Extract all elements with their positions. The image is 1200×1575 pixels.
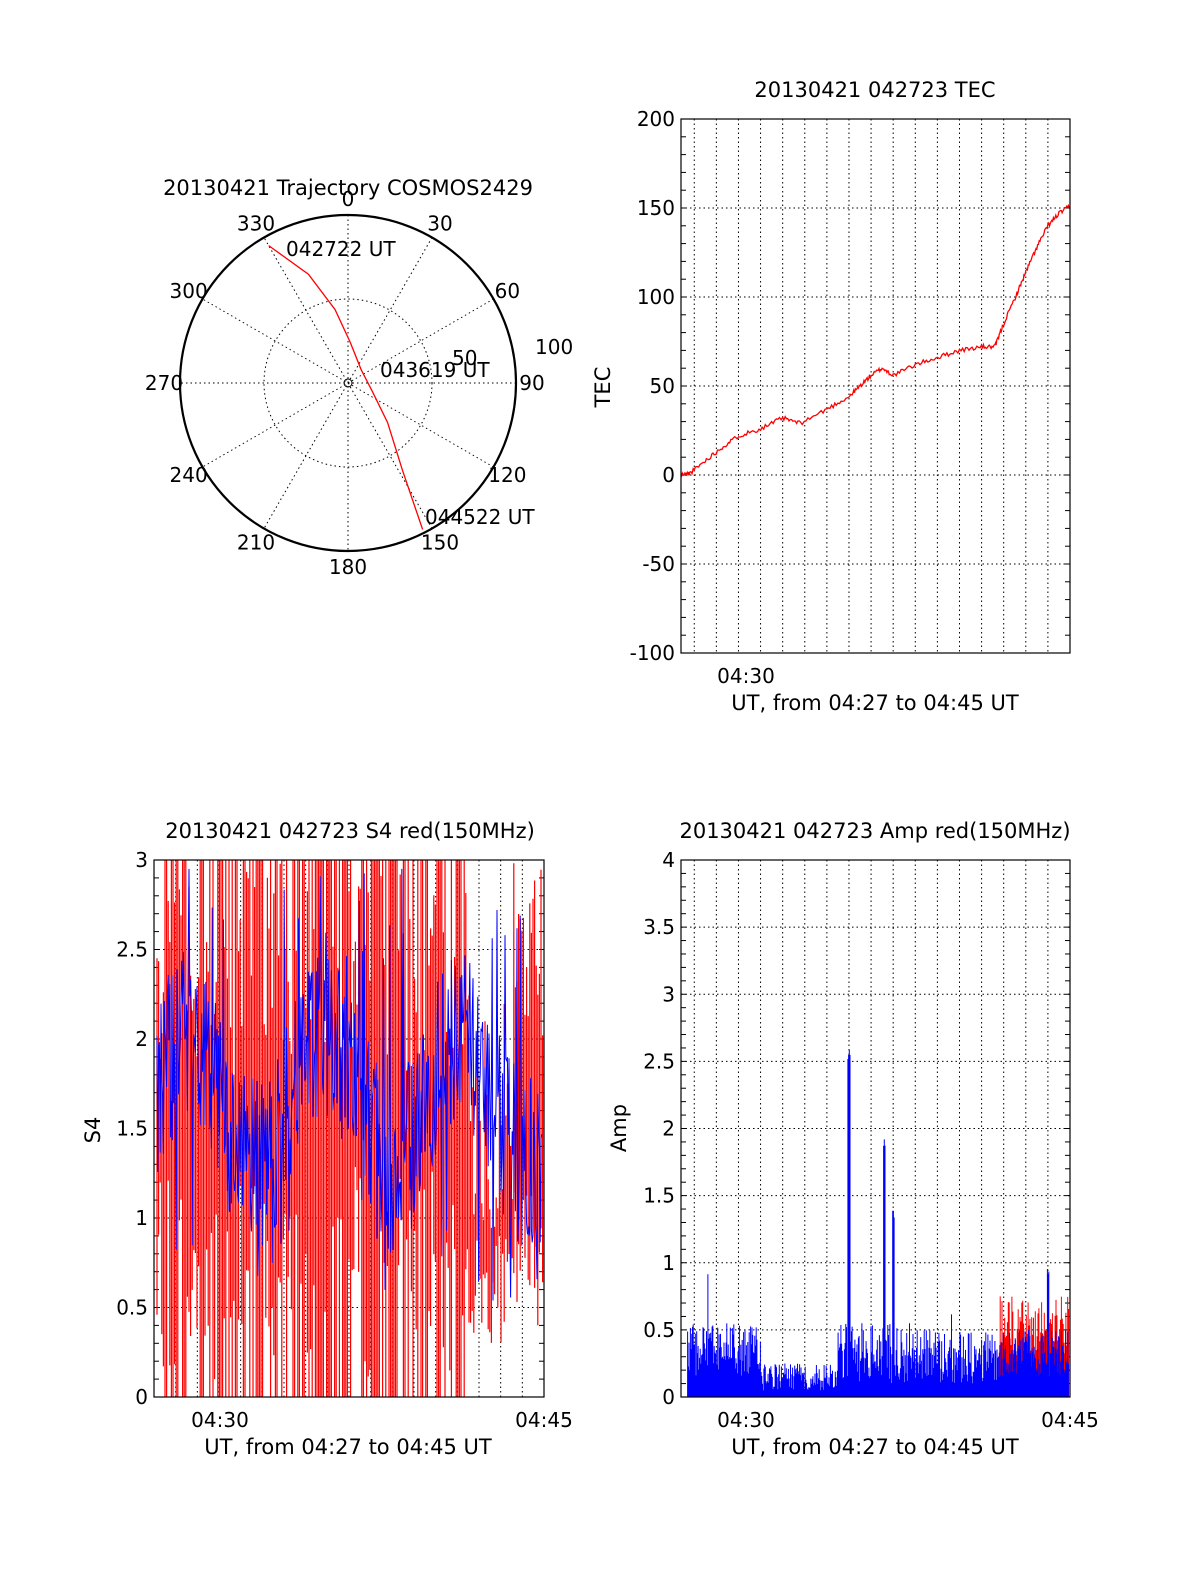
y-tick-label: 0	[662, 1385, 675, 1409]
polar-azimuth-label: 240	[170, 463, 208, 487]
y-tick-label: 0.5	[643, 1318, 675, 1342]
tec-title: 20130421 042723 TEC	[754, 78, 995, 102]
amp-x-tick-0445: 04:45	[1041, 1408, 1099, 1432]
polar-annotation-end: 044522 UT	[425, 505, 535, 529]
y-tick-label: 3	[135, 848, 148, 872]
s4-red-oscillation	[156, 860, 544, 1397]
s4-blue-series	[156, 868, 543, 1301]
s4-title: 20130421 042723 S4 red(150MHz)	[165, 819, 535, 843]
polar-azimuth-label: 90	[519, 371, 544, 395]
amp-y-axis-label: Amp	[607, 1104, 631, 1152]
tec-x-axis-label: UT, from 04:27 to 04:45 UT	[731, 691, 1019, 715]
amp-plot-frame	[680, 859, 1071, 1398]
tec-grid	[681, 118, 1070, 654]
polar-title: 20130421 Trajectory COSMOS2429	[163, 176, 533, 200]
polar-azimuth-label: 0	[342, 187, 355, 211]
polar-azimuth-label: 270	[145, 371, 183, 395]
polar-azimuth-label: 30	[427, 212, 452, 236]
polar-trajectory-line	[268, 245, 424, 530]
amp-grid	[681, 859, 1070, 1398]
s4-plot-frame	[153, 859, 545, 1398]
polar-annotation-start: 042722 UT	[286, 237, 396, 261]
y-tick-label: 1	[135, 1206, 148, 1230]
y-tick-label: 3	[662, 982, 675, 1006]
y-tick-label: 2	[662, 1117, 675, 1141]
polar-azimuth-label: 150	[421, 530, 459, 554]
amp-x-tick-0430: 04:30	[717, 1408, 775, 1432]
y-tick-label: 2.5	[116, 938, 148, 962]
y-tick-label: 50	[650, 374, 675, 398]
polar-grid	[178, 213, 518, 553]
s4-x-tick-0430: 04:30	[191, 1408, 249, 1432]
s4-chart: 20130421 042723 S4 red(150MHz) 0 0.5 1 1.5 2…	[81, 819, 573, 1459]
y-tick-label: 200	[637, 107, 675, 131]
y-tick-label: 4	[662, 848, 675, 872]
y-tick-label: -100	[630, 641, 675, 665]
s4-y-axis-label: S4	[81, 1117, 105, 1144]
tec-x-tick-0430: 04:30	[717, 664, 775, 688]
y-tick-label: 2.5	[643, 1049, 675, 1073]
s4-y-tick-labels: 0 0.5 1 1.5 2 2.5 3	[116, 848, 148, 1409]
amp-title: 20130421 042723 Amp red(150MHz)	[679, 819, 1070, 843]
y-tick-label: 150	[637, 196, 675, 220]
tec-series-line	[680, 203, 1071, 478]
y-tick-label: 2	[135, 1027, 148, 1051]
tec-y-axis-label: TEC	[591, 367, 615, 409]
y-tick-label: 0	[135, 1385, 148, 1409]
amp-chart: 20130421 042723 Amp red(150MHz) 0 0.5 1 1.5…	[607, 819, 1099, 1459]
amp-blue-series	[687, 1049, 1069, 1397]
polar-radial-label-100: 100	[535, 335, 573, 359]
y-tick-label: 0.5	[116, 1296, 148, 1320]
polar-azimuth-label: 60	[495, 279, 520, 303]
s4-blue-noise	[156, 868, 543, 1301]
y-tick-label: 0	[662, 463, 675, 487]
polar-spoke	[263, 237, 433, 529]
amp-x-axis-label: UT, from 04:27 to 04:45 UT	[731, 1435, 1019, 1459]
polar-radial-label-50: 50	[452, 346, 477, 370]
polar-azimuth-labels: 0 30 60 90 120 150 180 210 240 270 300 330	[145, 187, 545, 579]
polar-chart: 20130421 Trajectory COSMOS2429 0 30 60 90 12…	[145, 176, 573, 579]
polar-azimuth-label: 180	[329, 555, 367, 579]
y-tick-label: 1.5	[116, 1117, 148, 1141]
polar-azimuth-label: 210	[237, 530, 275, 554]
y-tick-label: 1.5	[643, 1184, 675, 1208]
polar-azimuth-label: 330	[237, 212, 275, 236]
s4-red-series	[156, 860, 544, 1397]
polar-center-marker	[343, 378, 353, 388]
tec-y-tick-labels: -100 -50 0 50 100 150 200	[630, 107, 675, 665]
amp-blue-spikes	[687, 1049, 1069, 1397]
amp-y-tick-labels: 0 0.5 1 1.5 2 2.5 3 3.5 4	[643, 848, 675, 1409]
s4-x-tick-0445: 04:45	[515, 1408, 573, 1432]
y-tick-label: -50	[642, 552, 675, 576]
y-tick-label: 100	[637, 285, 675, 309]
polar-azimuth-label: 120	[488, 463, 526, 487]
tec-chart: 20130421 042723 TEC -100-50050100150200 …	[591, 78, 1071, 715]
tec-plot-frame	[680, 118, 1071, 654]
y-tick-label: 1	[662, 1251, 675, 1275]
polar-annotation-mid: 043619 UT	[380, 358, 490, 382]
polar-azimuth-label: 300	[170, 279, 208, 303]
s4-x-axis-label: UT, from 04:27 to 04:45 UT	[204, 1435, 492, 1459]
y-tick-label: 3.5	[643, 915, 675, 939]
